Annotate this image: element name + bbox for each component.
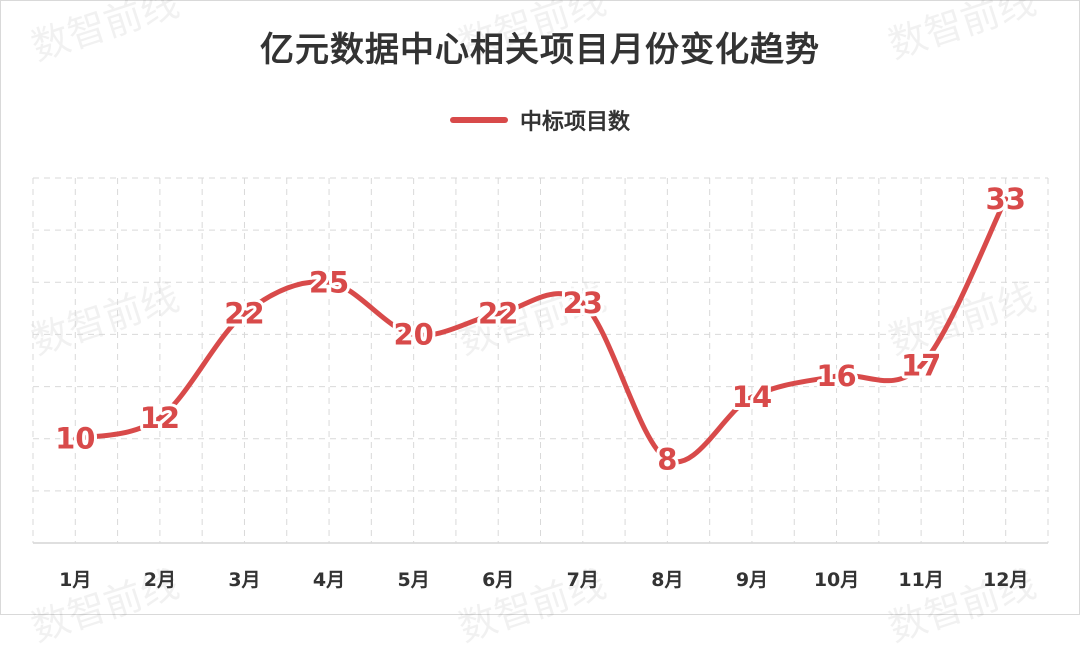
- data-label: 8: [657, 443, 677, 477]
- line-chart: 1月 2月 3月 4月 5月 6月 7月 8月 9月 10月 11月 12月 10 12 22 25 20 22…: [32, 177, 1049, 591]
- x-tick-label: 8月: [651, 569, 683, 591]
- legend-label: 中标项目数: [519, 110, 630, 135]
- data-label: 23: [563, 286, 603, 320]
- series-line: [72, 196, 1009, 465]
- data-label: 22: [224, 297, 264, 331]
- chart-title: 亿元数据中心相关项目月份变化趋势: [260, 30, 820, 70]
- data-label: 33: [986, 182, 1026, 216]
- data-label: 14: [732, 380, 772, 414]
- x-tick-label: 10月: [814, 569, 859, 591]
- data-label: 25: [309, 265, 349, 299]
- legend-swatch: [449, 117, 508, 123]
- x-tick-label: 12月: [983, 569, 1028, 591]
- x-tick-label: 4月: [313, 569, 345, 591]
- x-tick-label: 2月: [144, 569, 176, 591]
- x-tick-label: 3月: [228, 569, 260, 591]
- data-label: 12: [140, 401, 180, 435]
- x-tick-label: 7月: [567, 569, 599, 591]
- grid: [32, 177, 1049, 544]
- x-tick-label: 11月: [898, 569, 943, 591]
- x-tick-label: 9月: [736, 569, 768, 591]
- data-label: 17: [901, 349, 941, 383]
- series: [72, 196, 1009, 465]
- legend: 中标项目数: [0, 104, 1080, 136]
- data-labels: 10 12 22 25 20 22 23 8 14 16 17 33: [52, 179, 1029, 480]
- data-label: 20: [393, 317, 433, 351]
- x-tick-label: 1月: [59, 569, 91, 591]
- x-axis-ticks: 1月 2月 3月 4月 5月 6月 7月 8月 9月 10月 11月 12月: [59, 569, 1028, 591]
- data-label: 10: [55, 422, 95, 456]
- data-label: 16: [816, 359, 856, 393]
- x-tick-label: 5月: [398, 569, 430, 591]
- data-label: 22: [478, 297, 518, 331]
- x-tick-label: 6月: [482, 569, 514, 591]
